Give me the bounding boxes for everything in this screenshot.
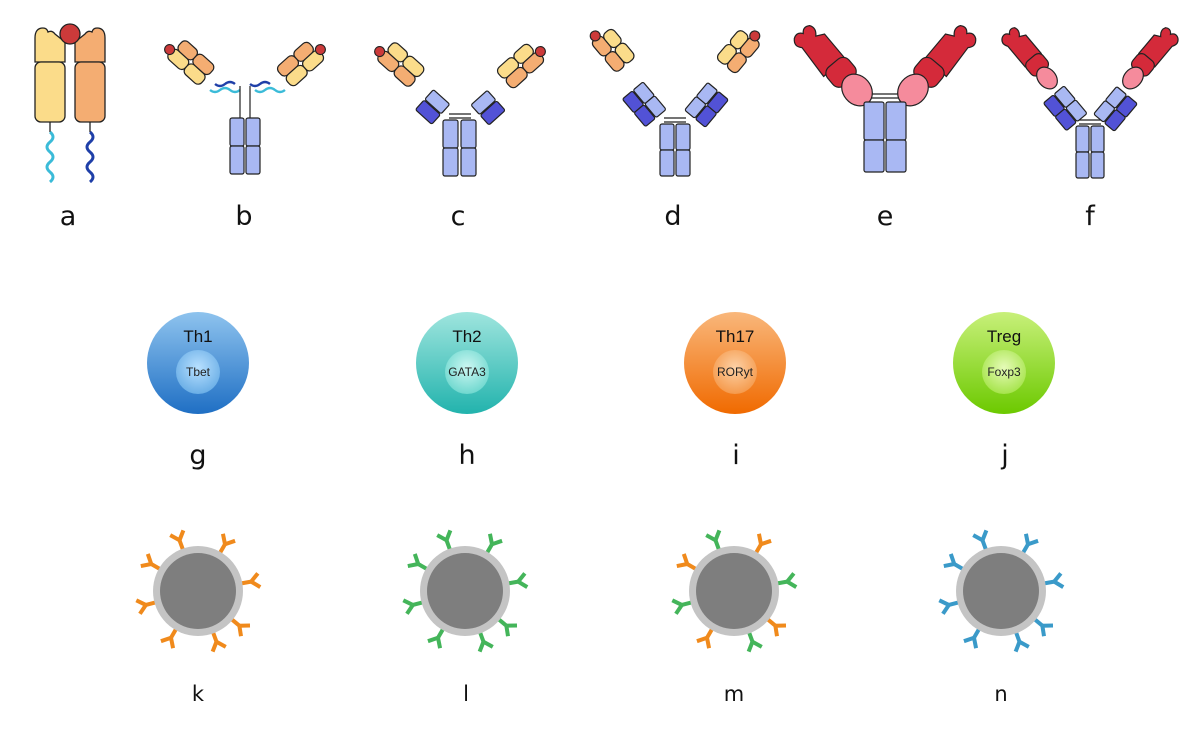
transcription-factor-tbet: Tbet <box>186 365 211 379</box>
panel-b <box>160 28 330 183</box>
transcription-factor-foxp3: Foxp3 <box>987 365 1021 379</box>
panel-letter-k: k <box>191 682 205 706</box>
receptor-icon <box>507 572 529 589</box>
receptor-icon <box>676 553 697 571</box>
receptor-icon <box>135 598 157 615</box>
receptor-icon <box>1043 572 1065 589</box>
receptor-icon <box>696 628 714 649</box>
car-first-generation-icon <box>164 40 326 175</box>
panel-letter-b: b <box>235 201 253 232</box>
antibody-icon <box>793 24 977 173</box>
receptor-icon <box>938 598 960 615</box>
receptor-icon <box>1033 617 1054 637</box>
panel-a <box>25 20 115 185</box>
panel-letter-d: d <box>664 201 682 232</box>
receptor-icon <box>963 628 981 649</box>
receptor-icon <box>240 572 262 589</box>
transcription-factor-gata3: GATA3 <box>448 365 486 379</box>
receptor-icon <box>943 553 964 571</box>
receptor-icon <box>407 553 428 571</box>
panel-c <box>374 28 546 183</box>
cell-name-th17: Th17 <box>716 327 755 346</box>
panel-letter-l: l <box>463 682 469 706</box>
receptor-icon <box>477 631 494 653</box>
panel-letter-m: m <box>723 682 745 706</box>
bead-k-icon <box>135 529 262 653</box>
panel-m <box>664 521 804 661</box>
cell-name-treg: Treg <box>987 327 1021 346</box>
receptor-icon <box>210 631 227 653</box>
receptor-icon <box>1013 631 1030 653</box>
panel-d <box>589 22 761 182</box>
receptor-icon <box>427 628 445 649</box>
car-third-generation-icon <box>589 28 761 177</box>
t-cell-receptor-icon <box>34 23 106 184</box>
panel-k <box>128 521 268 661</box>
bead-m-icon <box>671 529 798 653</box>
receptor-icon <box>497 617 518 637</box>
receptor-icon <box>705 529 722 551</box>
panel-letter-c: c <box>450 201 466 232</box>
receptor-icon <box>776 572 798 589</box>
panel-i: Th17 RORyt <box>682 310 788 416</box>
panel-l <box>395 521 535 661</box>
panel-letter-e: e <box>876 201 894 232</box>
bead-l-icon <box>402 529 529 653</box>
receptor-icon <box>766 617 787 637</box>
panel-j: Treg Foxp3 <box>951 310 1057 416</box>
panel-letter-n: n <box>994 682 1008 706</box>
cell-name-th1: Th1 <box>183 327 212 346</box>
receptor-icon <box>485 533 503 554</box>
panel-e <box>793 20 977 185</box>
th1-cell-icon: Th1 Tbet <box>147 312 249 414</box>
panel-letter-f: f <box>1085 201 1095 232</box>
panel-letter-i: i <box>732 440 740 471</box>
th17-cell-icon: Th17 RORyt <box>684 312 786 414</box>
receptor-icon <box>160 628 178 649</box>
receptor-icon <box>436 529 453 551</box>
receptor-icon <box>140 553 161 571</box>
panel-f <box>1001 22 1179 182</box>
receptor-icon <box>169 529 186 551</box>
receptor-icon <box>972 529 989 551</box>
receptor-icon <box>218 533 236 554</box>
panel-letter-j: j <box>1001 440 1009 471</box>
receptor-icon <box>754 533 772 554</box>
cell-name-th2: Th2 <box>452 327 481 346</box>
panel-g: Th1 Tbet <box>145 310 251 416</box>
bead-core <box>696 553 772 629</box>
bead-core <box>427 553 503 629</box>
panel-h: Th2 GATA3 <box>414 310 520 416</box>
bead-core <box>963 553 1039 629</box>
receptor-icon <box>230 617 251 637</box>
transcription-factor-roryt: RORyt <box>717 365 754 379</box>
th2-cell-icon: Th2 GATA3 <box>416 312 518 414</box>
panel-letter-a: a <box>59 201 77 232</box>
bead-n-icon <box>938 529 1065 653</box>
bispecific-antibody-icon <box>1001 27 1179 179</box>
treg-cell-icon: Treg Foxp3 <box>953 312 1055 414</box>
bead-core <box>160 553 236 629</box>
receptor-icon <box>671 598 693 615</box>
receptor-icon <box>746 631 763 653</box>
receptor-icon <box>402 598 424 615</box>
panel-letter-h: h <box>458 440 476 471</box>
panel-letter-g: g <box>189 440 207 471</box>
car-second-generation-icon <box>374 42 546 177</box>
panel-n <box>931 521 1071 661</box>
receptor-icon <box>1021 533 1039 554</box>
